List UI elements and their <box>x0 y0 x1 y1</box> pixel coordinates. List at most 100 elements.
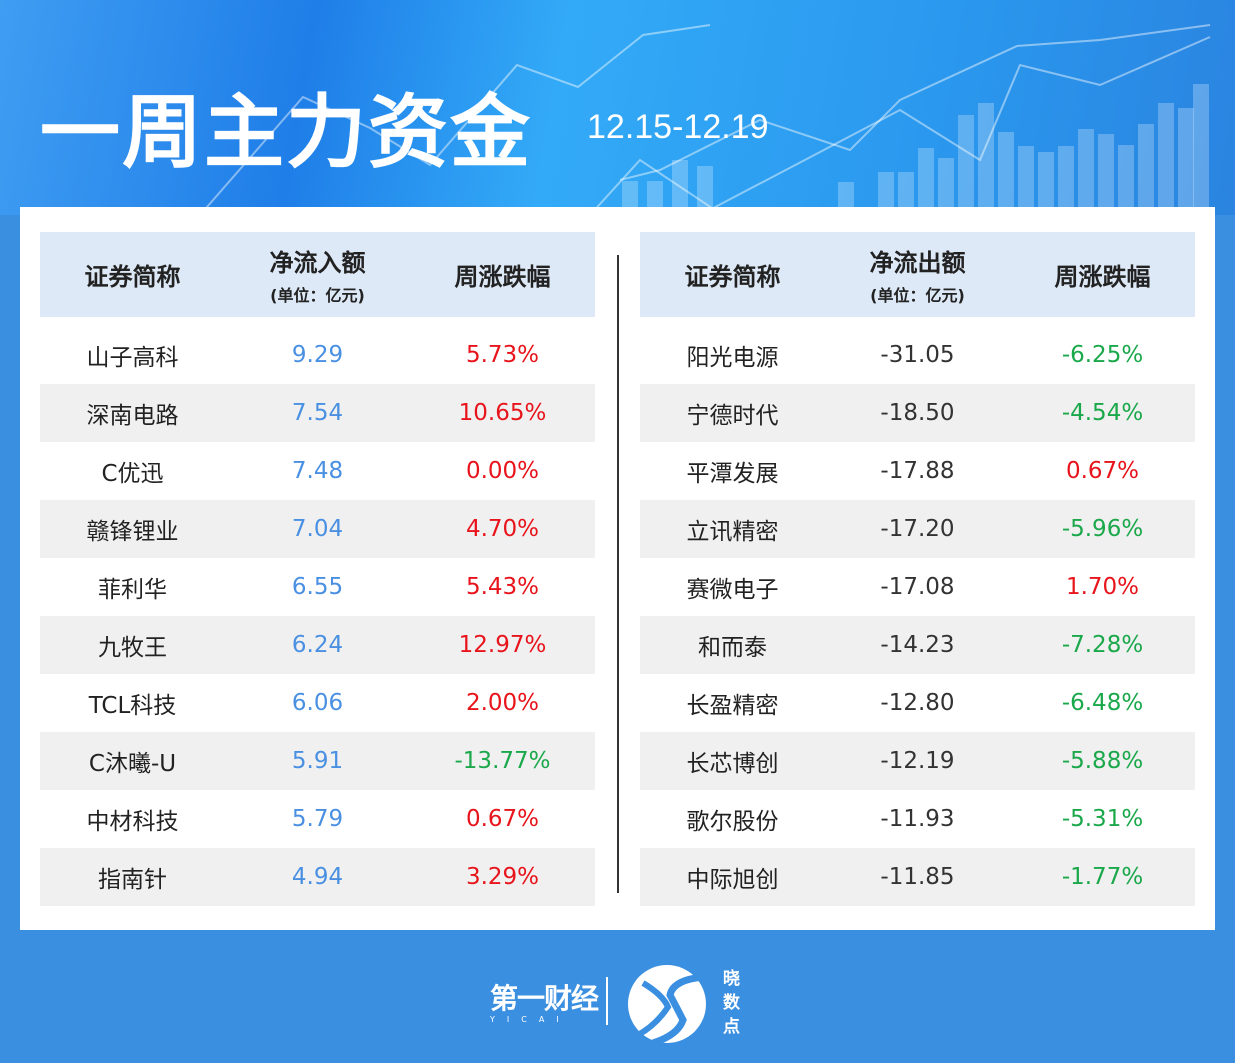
table-row: 指南针 4.94 3.29% <box>40 848 595 906</box>
stock-name: 赛微电子 <box>686 577 779 603</box>
weekly-change: 3.29% <box>465 864 540 890</box>
net-flow-value: 7.54 <box>291 400 344 426</box>
stock-name: 歌尔股份 <box>686 809 779 835</box>
table-row: 长芯博创 -12.19 -5.88% <box>640 732 1195 790</box>
date-range: 12.15-12.19 <box>587 108 769 146</box>
weekly-change: -6.25% <box>1061 342 1144 368</box>
weekly-change: 5.73% <box>465 342 540 368</box>
outflow-table: 证券简称 净流出额 (单位：亿元) 周涨跌幅 阳光电源 -31.05 -6.25% 宁德… <box>640 232 1195 906</box>
net-flow-value: 5.91 <box>291 748 344 774</box>
xs-mark-icon <box>636 973 704 1047</box>
net-flow-value: 6.24 <box>291 632 344 658</box>
yicai-logo: 第一财经 YICAI <box>490 977 599 1024</box>
table-row: 九牧王 6.24 12.97% <box>40 616 595 674</box>
weekly-change: 12.97% <box>458 632 547 658</box>
outflow-rows: 阳光电源 -31.05 -6.25% 宁德时代 -18.50 -4.54% 平潭发展 -17.… <box>640 326 1195 906</box>
weekly-change: -5.31% <box>1061 806 1144 832</box>
table-row: 阳光电源 -31.05 -6.25% <box>640 326 1195 384</box>
net-flow-value: -11.85 <box>880 864 955 890</box>
weekly-change: 10.65% <box>458 400 547 426</box>
inflow-table: 证券简称 净流入额 (单位：亿元) 周涨跌幅 山子高科 9.29 5.73% 深南电路 7… <box>40 232 595 906</box>
yicai-logo-text: 第一财经 <box>490 982 599 1015</box>
net-flow-value: -31.05 <box>880 342 955 368</box>
xiaoshudian-logo-icon <box>628 965 706 1047</box>
net-flow-value: 4.94 <box>291 864 344 890</box>
decorative-chart-graphic <box>199 24 1211 215</box>
col-header-unit: (单位：亿元) <box>870 286 965 305</box>
col-header-name: 证券简称 <box>684 263 781 291</box>
net-flow-value: -18.50 <box>880 400 955 426</box>
net-flow-value: -12.80 <box>880 690 955 716</box>
stock-name: 平潭发展 <box>686 461 779 487</box>
stock-name: 中材科技 <box>86 809 179 835</box>
weekly-change: 1.70% <box>1065 574 1140 600</box>
col-header-change: 周涨跌幅 <box>1054 263 1151 291</box>
table-row: 菲利华 6.55 5.43% <box>40 558 595 616</box>
stock-name: 九牧王 <box>98 635 167 661</box>
stock-name: 长盈精密 <box>686 693 779 719</box>
net-flow-value: 6.06 <box>291 690 344 716</box>
header-banner: 一周主力资金 12.15-12.19 <box>0 0 1235 215</box>
table-row: 歌尔股份 -11.93 -5.31% <box>640 790 1195 848</box>
table-row: 和而泰 -14.23 -7.28% <box>640 616 1195 674</box>
stock-name: C沐曦-U <box>88 751 177 777</box>
xiaoshudian-text: 晓数点 <box>723 969 740 1037</box>
stock-name: C优迅 <box>101 461 164 487</box>
col-header-change: 周涨跌幅 <box>454 263 551 291</box>
net-flow-value: -17.88 <box>880 458 955 484</box>
net-flow-value: -11.93 <box>880 806 955 832</box>
stock-name: 赣锋锂业 <box>86 519 179 545</box>
col-header-unit: (单位：亿元) <box>270 286 365 305</box>
table-row: 深南电路 7.54 10.65% <box>40 384 595 442</box>
stock-name: 长芯博创 <box>686 751 779 777</box>
net-flow-value: 9.29 <box>291 342 344 368</box>
page-title: 一周主力资金 <box>40 86 532 179</box>
col-header-value-label: 净流入额 <box>269 249 366 277</box>
weekly-change: 0.67% <box>1065 458 1140 484</box>
tables-card: 证券简称 净流入额 (单位：亿元) 周涨跌幅 山子高科 9.29 5.73% 深南电路 7… <box>20 207 1215 930</box>
table-row: 立讯精密 -17.20 -5.96% <box>640 500 1195 558</box>
outflow-table-header: 证券简称 净流出额 (单位：亿元) 周涨跌幅 <box>640 232 1195 317</box>
stock-name: 深南电路 <box>86 403 179 429</box>
weekly-change: -5.88% <box>1061 748 1144 774</box>
table-row: TCL科技 6.06 2.00% <box>40 674 595 732</box>
table-row: 宁德时代 -18.50 -4.54% <box>640 384 1195 442</box>
yicai-logo-en: YICAI <box>490 1015 571 1024</box>
table-row: C优迅 7.48 0.00% <box>40 442 595 500</box>
net-flow-value: 7.04 <box>291 516 344 542</box>
net-flow-value: 5.79 <box>291 806 344 832</box>
weekly-change: 0.67% <box>465 806 540 832</box>
table-row: 赛微电子 -17.08 1.70% <box>640 558 1195 616</box>
table-row: 山子高科 9.29 5.73% <box>40 326 595 384</box>
col-header-name: 证券简称 <box>84 263 181 291</box>
weekly-change: 4.70% <box>465 516 540 542</box>
weekly-change: 2.00% <box>465 690 540 716</box>
weekly-change: 0.00% <box>465 458 540 484</box>
weekly-change: -5.96% <box>1061 516 1144 542</box>
col-header-value: 净流出额 (单位：亿元) <box>825 243 1010 306</box>
net-flow-value: -14.23 <box>880 632 955 658</box>
table-row: 平潭发展 -17.88 0.67% <box>640 442 1195 500</box>
stock-name: 和而泰 <box>698 635 767 661</box>
stock-name: TCL科技 <box>88 693 177 719</box>
weekly-change: -1.77% <box>1061 864 1144 890</box>
col-header-value-label: 净流出额 <box>869 249 966 277</box>
footer-logos: 第一财经 YICAI 晓数点 <box>490 955 760 1047</box>
net-flow-value: -17.20 <box>880 516 955 542</box>
net-flow-value: 6.55 <box>291 574 344 600</box>
net-flow-value: 7.48 <box>291 458 344 484</box>
table-row: 中际旭创 -11.85 -1.77% <box>640 848 1195 906</box>
net-flow-value: -17.08 <box>880 574 955 600</box>
logo-separator <box>606 977 608 1025</box>
stock-name: 菲利华 <box>98 577 167 603</box>
weekly-change: -13.77% <box>454 748 551 774</box>
weekly-change: -6.48% <box>1061 690 1144 716</box>
col-header-value: 净流入额 (单位：亿元) <box>225 243 410 306</box>
table-row: C沐曦-U 5.91 -13.77% <box>40 732 595 790</box>
stock-name: 立讯精密 <box>686 519 779 545</box>
column-divider <box>617 255 619 893</box>
weekly-change: -4.54% <box>1061 400 1144 426</box>
stock-name: 宁德时代 <box>686 403 779 429</box>
net-flow-value: -12.19 <box>880 748 955 774</box>
table-row: 赣锋锂业 7.04 4.70% <box>40 500 595 558</box>
